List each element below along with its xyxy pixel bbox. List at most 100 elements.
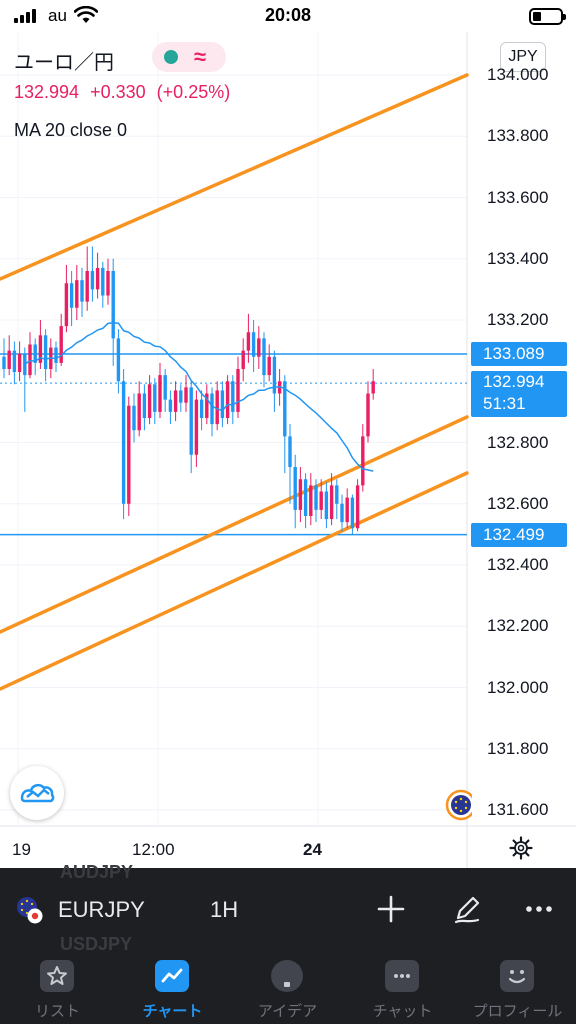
add-plus-icon[interactable]: [374, 892, 408, 926]
cloud-chart-icon: [20, 783, 55, 803]
candle-body: [205, 393, 209, 418]
tab-chat[interactable]: チャット: [345, 952, 460, 1024]
eurjpy-flag-icon: [17, 897, 43, 924]
symbol-selector[interactable]: EURJPY: [58, 897, 145, 922]
time-axis-label: 12:00: [132, 840, 175, 859]
candle-body: [272, 356, 277, 394]
candle-body: [59, 326, 63, 363]
candle-body: [340, 503, 344, 523]
candle-body: [319, 491, 323, 510]
candle-body: [314, 485, 318, 510]
candle-body: [28, 344, 32, 376]
eu-flag-badge-icon[interactable]: [444, 788, 477, 822]
candle-body: [106, 271, 110, 296]
candle-body: [361, 436, 365, 486]
candle-body: [293, 467, 297, 510]
candle-body: [194, 399, 199, 455]
candle-body: [101, 267, 105, 296]
horizontal-lines: [0, 353, 467, 536]
tab-label: プロフィール: [472, 1003, 563, 1020]
drawing-pen-icon[interactable]: [450, 892, 484, 926]
currency-button[interactable]: JPY: [500, 42, 546, 72]
candle-body: [366, 393, 370, 437]
tab-list[interactable]: リスト: [0, 952, 115, 1024]
indicator-legend[interactable]: MA 20 close 0: [14, 120, 128, 140]
candle-body: [189, 387, 193, 455]
candle-body: [85, 271, 89, 302]
cellular-signal-icon: [14, 9, 42, 23]
candle-body: [225, 381, 230, 418]
candle-body: [231, 381, 235, 412]
candle-body: [210, 393, 214, 425]
candle-body: [147, 384, 152, 418]
time-axis-label: 19: [12, 840, 31, 859]
candle-body: [251, 332, 256, 357]
chart-toolbar: AUDJPY USDJPY EURJPY 1H: [0, 862, 576, 954]
candle-body: [116, 338, 121, 382]
chart-icon: [155, 960, 189, 992]
candle-body: [43, 335, 48, 369]
price-axis-label: 131.800: [487, 738, 549, 758]
price-axis-label: 132.600: [487, 493, 549, 513]
symbol-name[interactable]: ユーロ／円: [14, 52, 114, 74]
candle-body: [95, 267, 100, 290]
candle-body: [283, 381, 287, 437]
time-axis-label: 24: [303, 840, 322, 859]
candle-body: [199, 399, 204, 418]
price-axis-label: 133.800: [487, 126, 549, 146]
wifi-icon: [74, 6, 98, 23]
candle-body: [309, 485, 313, 516]
price-axis-label: 131.600: [487, 800, 549, 819]
candle-body: [236, 369, 240, 412]
tab-label: チャット: [372, 1003, 433, 1020]
last-price-tag: 132.994 51:31: [471, 371, 567, 418]
candle-body: [329, 485, 334, 520]
tab-profile[interactable]: プロフィール: [460, 952, 575, 1024]
chart-grid: [0, 32, 576, 868]
star-icon: [40, 960, 74, 992]
candle-body: [350, 497, 355, 529]
candle-body: [215, 390, 219, 425]
ma-line: [24, 322, 374, 472]
resistance-price-tag: 133.089: [471, 341, 567, 366]
candle-body: [69, 283, 74, 308]
market-open-dot-icon: [164, 50, 178, 64]
trendlines: [0, 73, 469, 691]
chart-settings-gear-icon[interactable]: [509, 836, 533, 860]
tab-chart[interactable]: チャート: [115, 952, 230, 1024]
ghost-symbol-below: USDJPY: [60, 934, 133, 954]
price-axis-label: 132.000: [487, 677, 549, 697]
candle-body: [54, 347, 58, 363]
candle-body: [241, 350, 245, 369]
tab-label: アイデア: [257, 1003, 318, 1020]
price-axis-label: 132.400: [487, 555, 549, 574]
ghost-symbol-above: AUDJPY: [60, 862, 134, 882]
smiley-icon: [500, 960, 534, 992]
candle-body: [75, 280, 79, 308]
candle-body: [7, 350, 11, 369]
more-options-icon[interactable]: [522, 892, 556, 926]
moving-average: [24, 322, 374, 472]
price-chart[interactable]: [0, 32, 576, 868]
candle-body: [163, 375, 167, 400]
trendline: [0, 73, 469, 281]
candle-body: [324, 491, 329, 520]
candle-body: [179, 390, 183, 403]
candle-body: [80, 280, 84, 302]
interval-selector[interactable]: 1H: [210, 897, 239, 922]
last-price-tag-value: 132.994: [483, 372, 545, 392]
price-axis-label: 132.800: [487, 432, 549, 452]
price-summary: 132.994 +0.330 (+0.25%): [14, 82, 236, 103]
chart-area[interactable]: [0, 32, 576, 868]
candle-body: [111, 271, 115, 339]
market-status-pill[interactable]: ≈: [152, 42, 226, 72]
candle-body: [246, 332, 251, 351]
approx-wave-icon: ≈: [194, 44, 207, 69]
tab-ideas[interactable]: アイデア: [230, 952, 345, 1024]
candle-body: [23, 353, 27, 376]
bar-countdown: 51:31: [483, 394, 526, 414]
candle-body: [2, 356, 6, 369]
clock: 20:08: [264, 5, 312, 25]
price-axis-label: 132.200: [487, 616, 549, 636]
tradingview-logo-button[interactable]: [10, 766, 64, 820]
